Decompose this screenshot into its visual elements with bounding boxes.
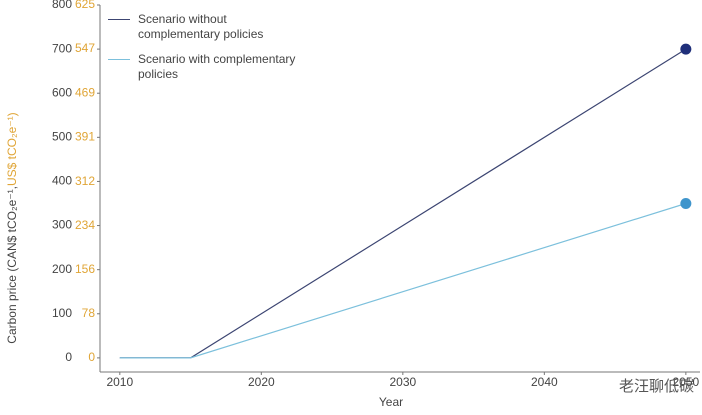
x-tick-label: 2030 xyxy=(389,375,416,389)
x-tick-label: 2010 xyxy=(106,375,133,389)
legend-label: Scenario without complementary policies xyxy=(138,12,264,41)
end-marker xyxy=(680,43,692,55)
y2-tick-label: 469 xyxy=(75,85,95,99)
end-marker xyxy=(680,197,692,209)
y2-tick-label: 547 xyxy=(75,41,95,55)
y2-tick-label: 312 xyxy=(75,174,95,188)
y2-tick-label: 78 xyxy=(82,306,96,320)
y-tick-label: 500 xyxy=(52,130,72,144)
legend-swatch xyxy=(108,19,130,20)
x-tick-label: 2020 xyxy=(248,375,275,389)
y-tick-label: 300 xyxy=(52,218,72,232)
legend: Scenario without complementary policies S… xyxy=(108,12,298,92)
y-tick-label: 100 xyxy=(52,306,72,320)
y2-tick-label: 234 xyxy=(75,218,95,232)
y-tick-label: 700 xyxy=(52,41,72,55)
y-tick-label: 800 xyxy=(52,0,72,11)
legend-item: Scenario with complementary policies xyxy=(108,52,298,82)
y-tick-label: 600 xyxy=(52,85,72,99)
y-tick-label: 400 xyxy=(52,174,72,188)
legend-swatch xyxy=(108,59,130,60)
y-tick-label: 0 xyxy=(65,350,72,364)
x-tick-label: 2050 xyxy=(672,375,699,389)
legend-label: Scenario with complementary policies xyxy=(138,52,296,81)
watermark: 老汪聊低碳 xyxy=(618,378,694,395)
x-axis-title: Year xyxy=(379,395,403,409)
series-line xyxy=(119,48,687,359)
legend-item: Scenario without complementary policies xyxy=(108,12,298,42)
y2-tick-label: 156 xyxy=(75,262,95,276)
y2-tick-label: 391 xyxy=(75,129,95,143)
y2-tick-label: 625 xyxy=(75,0,95,11)
y2-axis-title: US$ tCO₂e⁻¹) xyxy=(5,112,19,186)
y-tick-label: 200 xyxy=(52,262,72,276)
y2-tick-label: 0 xyxy=(88,350,95,364)
y-axis-title: Carbon price (CAN$ tCO₂e⁻¹, xyxy=(5,186,19,344)
x-tick-label: 2040 xyxy=(531,375,558,389)
series-line xyxy=(119,202,687,359)
